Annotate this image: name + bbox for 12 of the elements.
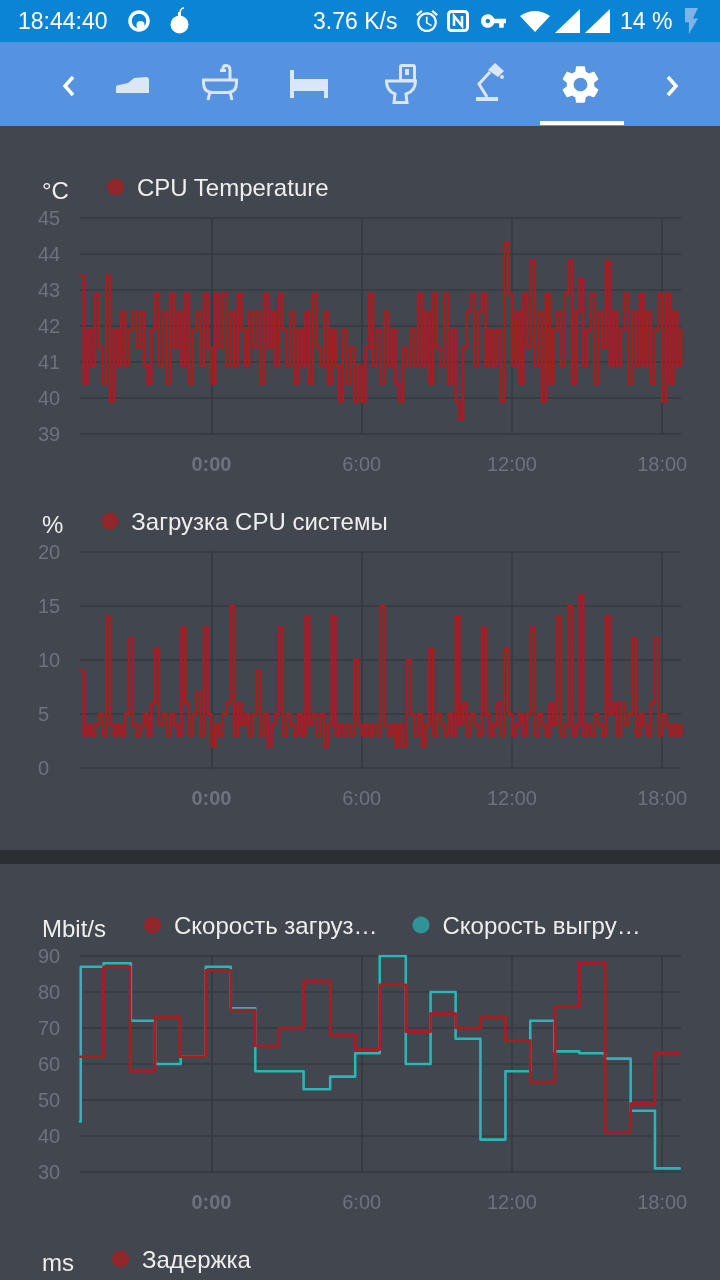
text: ms	[42, 1248, 74, 1276]
text: 14 %	[620, 7, 673, 36]
legend-label: CPU Temperature	[136, 173, 329, 201]
text: 18:44:40	[18, 7, 108, 36]
legend-label: Скорость выгру…	[442, 911, 641, 939]
text: 3.76 K/s	[313, 7, 398, 36]
y-axis-title: °C	[42, 176, 69, 204]
legend-label: Скорость загруз…	[174, 911, 378, 939]
y-axis-title: Mbit/s	[42, 914, 107, 942]
y-axis-title: %	[42, 510, 64, 538]
legend-label: Загрузка CPU системы	[131, 507, 388, 535]
legend-label: Задержка	[141, 1245, 252, 1273]
